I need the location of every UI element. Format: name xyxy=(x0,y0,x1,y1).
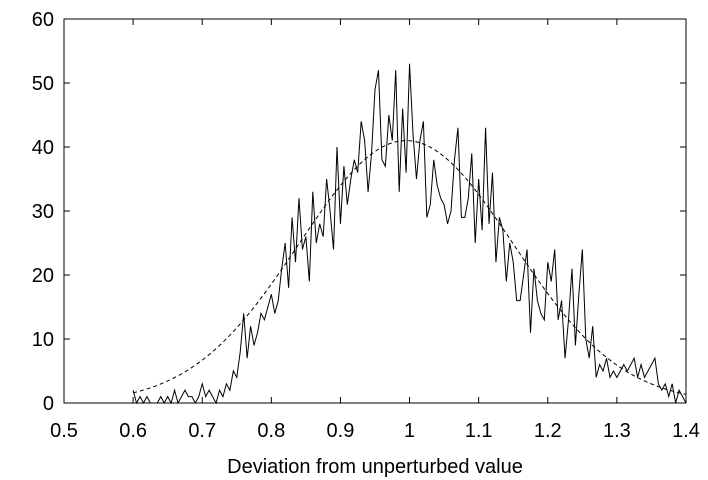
series-gaussian-fit-line xyxy=(132,140,687,395)
x-tick-label: 1 xyxy=(404,420,415,442)
y-tick-label: 20 xyxy=(32,265,54,287)
y-tick-label: 10 xyxy=(32,329,54,351)
series-layer xyxy=(132,63,687,405)
series-histogram-line xyxy=(132,63,687,405)
y-tick-label: 40 xyxy=(32,137,54,159)
y-tick-label: 30 xyxy=(32,201,54,223)
x-axis-label: Deviation from unperturbed value xyxy=(227,456,523,478)
x-tick-label: 0.5 xyxy=(50,420,78,442)
x-ticks: 0.5 0.6 0.7 0.8 0.9 1 1.1 1.2 1.3 1.4 xyxy=(50,19,700,442)
x-tick-label: 0.8 xyxy=(257,420,285,442)
x-tick-label: 0.9 xyxy=(327,420,355,442)
x-tick-label: 1.4 xyxy=(672,420,700,442)
y-tick-label: 50 xyxy=(32,73,54,95)
x-tick-label: 1.2 xyxy=(534,420,562,442)
x-tick-label: 0.6 xyxy=(119,420,147,442)
y-tick-label: 60 xyxy=(32,9,54,31)
x-tick-label: 1.1 xyxy=(465,420,493,442)
y-ticks: 0 10 20 30 40 50 60 xyxy=(32,9,686,415)
x-tick-label: 0.7 xyxy=(188,420,216,442)
y-tick-label: 0 xyxy=(43,393,54,415)
x-tick-label: 1.3 xyxy=(603,420,631,442)
